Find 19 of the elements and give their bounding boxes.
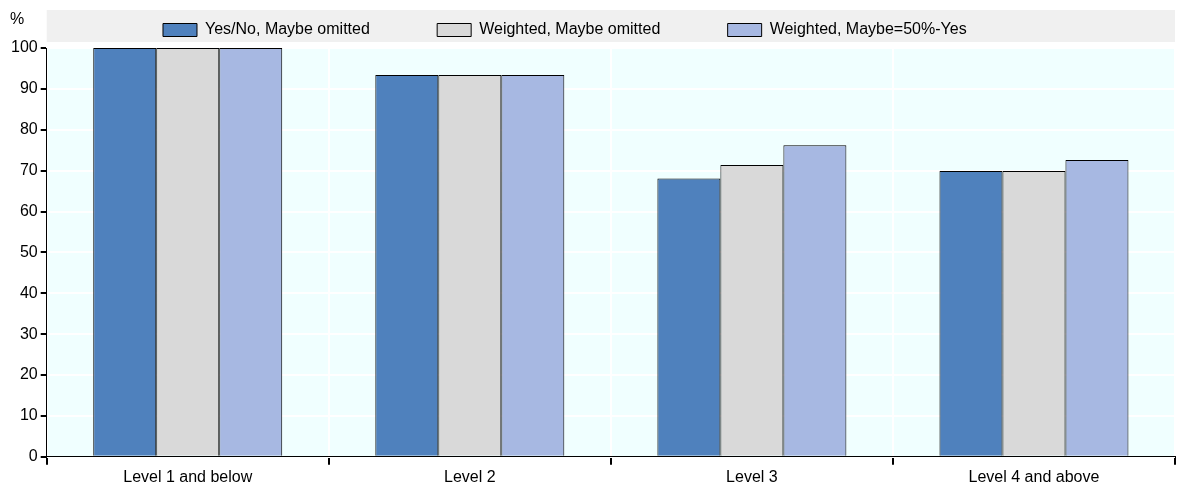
y-tick-label: 20 <box>19 365 38 383</box>
x-tick-label: Level 2 <box>444 467 496 485</box>
x-tick-label: Level 1 and below <box>123 467 253 485</box>
x-tick-label: Level 4 and above <box>968 467 1100 485</box>
legend-label: Weighted, Maybe omitted <box>479 20 714 38</box>
y-tick-label: 30 <box>19 324 38 342</box>
y-tick-label: 10 <box>19 406 38 424</box>
legend-label: Weighted, Maybe=50%-Yes <box>769 20 1020 38</box>
y-tick-label: 50 <box>19 242 38 260</box>
y-tick-label: 70 <box>19 161 38 179</box>
y-tick-label: 60 <box>19 201 38 219</box>
y-axis-title: % <box>10 10 25 28</box>
legend-label: Yes/No, Maybe omitted <box>205 20 424 38</box>
y-tick-label: 80 <box>19 120 38 138</box>
y-tick-label: 0 <box>28 447 38 465</box>
y-tick-label: 40 <box>19 283 38 301</box>
y-tick-label: 90 <box>19 79 38 97</box>
x-tick-label: Level 3 <box>726 467 778 485</box>
y-tick-label: 100 <box>10 38 38 56</box>
